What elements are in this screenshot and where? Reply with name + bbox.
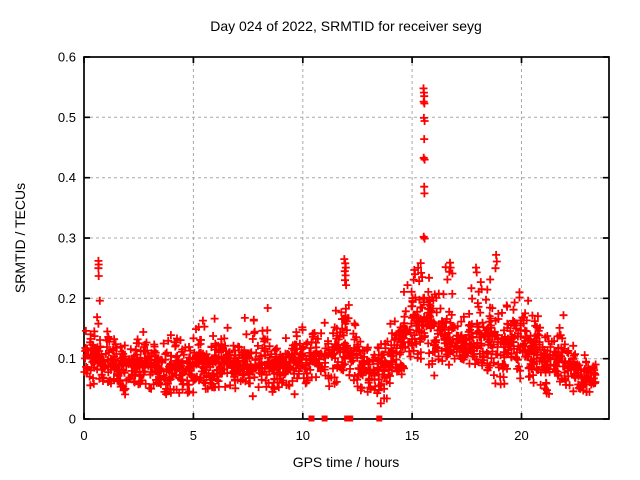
x-tick-label: 5	[190, 428, 197, 443]
zero-flag-square-marker	[308, 415, 315, 422]
y-tick-label: 0.2	[58, 291, 76, 306]
x-tick-label: 0	[80, 428, 87, 443]
x-tick-label: 10	[296, 428, 310, 443]
scatter-plus-markers-path	[80, 84, 600, 408]
y-axis-label: SRMTID / TECUs	[12, 183, 28, 293]
x-tick-label: 15	[405, 428, 419, 443]
y-tick-labels: 0 0.1 0.2 0.3 0.4 0.5 0.6	[58, 50, 76, 427]
grid-lines	[84, 57, 609, 419]
x-tick-labels: 0 5 10 15 20	[80, 428, 528, 443]
y-tick-label: 0.6	[58, 50, 76, 65]
y-tick-label: 0.5	[58, 110, 76, 125]
zero-flag-square-marker	[321, 415, 328, 422]
zero-value-flags	[308, 415, 383, 422]
zero-flag-square-marker	[376, 415, 383, 422]
grid-path	[84, 57, 609, 419]
axis-ticks	[83, 56, 609, 420]
y-tick-label: 0.1	[58, 351, 76, 366]
y-tick-label: 0.3	[58, 231, 76, 246]
y-tick-label: 0	[69, 412, 76, 427]
x-tick-label: 20	[514, 428, 528, 443]
chart-title: Day 024 of 2022, SRMTID for receiver sey…	[210, 18, 482, 34]
x-axis-label: GPS time / hours	[293, 454, 400, 470]
zero-flag-square-marker	[347, 415, 354, 422]
y-tick-label: 0.4	[58, 170, 76, 185]
tick-marks-path	[83, 56, 609, 420]
scatter-points	[80, 84, 600, 408]
